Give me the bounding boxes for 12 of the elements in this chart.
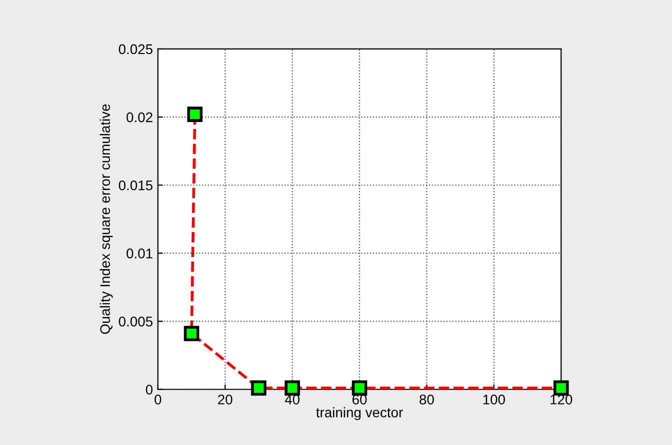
x-tick-label: 20 [218, 394, 232, 404]
y-tick-label: 0 [146, 384, 153, 395]
x-axis-title: training vector [316, 407, 403, 420]
y-axis-title: Quality Index square error cumulative [100, 104, 113, 334]
x-tick-label: 100 [483, 394, 505, 404]
y-tick-label: 0.01 [126, 248, 152, 258]
y-tick-label: 0.015 [118, 180, 152, 190]
x-tick-label: 0 [154, 394, 162, 404]
x-tick-label: 80 [420, 394, 434, 404]
y-tick-label: 0.02 [126, 112, 152, 122]
y-tick-label: 0.005 [118, 316, 152, 326]
y-tick-label: 0.025 [118, 44, 152, 54]
